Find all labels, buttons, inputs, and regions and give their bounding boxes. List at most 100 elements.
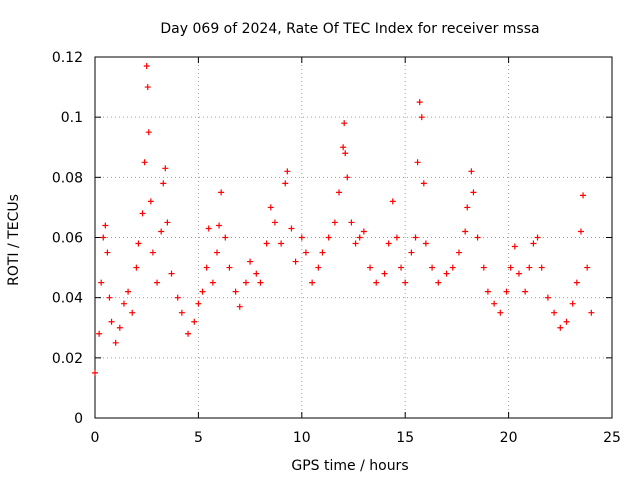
data-point	[214, 249, 221, 256]
data-point	[515, 270, 522, 277]
data-point	[267, 204, 274, 211]
data-point	[125, 288, 132, 295]
data-point	[288, 225, 295, 232]
data-point	[209, 279, 216, 286]
y-tick-label: 0.06	[52, 231, 83, 247]
data-point	[158, 228, 165, 235]
x-tick-label: 10	[293, 430, 311, 446]
data-point	[491, 300, 498, 307]
data-point	[271, 219, 278, 226]
data-point	[199, 288, 206, 295]
data-point	[108, 318, 115, 325]
tick-marks	[94, 56, 613, 419]
data-point	[373, 279, 380, 286]
data-point	[247, 258, 254, 265]
data-point	[216, 222, 223, 229]
data-point	[484, 288, 491, 295]
data-point	[588, 309, 595, 316]
data-point	[253, 270, 260, 277]
data-point	[420, 180, 427, 187]
data-point	[462, 228, 469, 235]
data-point	[133, 264, 140, 271]
data-point	[331, 219, 338, 226]
data-point	[147, 198, 154, 205]
data-point	[443, 270, 450, 277]
data-point	[584, 264, 591, 271]
data-point	[360, 228, 367, 235]
data-point	[352, 240, 359, 247]
data-point	[96, 330, 103, 337]
data-point	[416, 99, 423, 106]
data-point	[526, 264, 533, 271]
data-point	[164, 219, 171, 226]
data-point	[348, 219, 355, 226]
data-point	[408, 249, 415, 256]
data-point	[120, 300, 127, 307]
data-point	[464, 204, 471, 211]
y-tick-labels: 0 0.02 0.04 0.06 0.08 0.1 0.12	[52, 50, 83, 427]
data-point	[141, 159, 148, 166]
data-point	[507, 264, 514, 271]
data-point	[298, 234, 305, 241]
data-point	[522, 288, 529, 295]
data-point	[143, 63, 150, 70]
data-point	[116, 324, 123, 331]
y-tick-label: 0.1	[61, 110, 83, 126]
data-point	[577, 228, 584, 235]
data-point	[551, 309, 558, 316]
data-point	[534, 234, 541, 241]
data-point	[104, 249, 111, 256]
data-point	[455, 249, 462, 256]
y-tick-label: 0.08	[52, 170, 83, 186]
data-point	[573, 279, 580, 286]
data-point	[203, 264, 210, 271]
data-point	[185, 330, 192, 337]
data-point	[195, 300, 202, 307]
data-point	[511, 243, 518, 250]
grid-lines	[95, 57, 612, 418]
data-point	[342, 150, 349, 157]
data-point	[336, 189, 343, 196]
data-point	[435, 279, 442, 286]
data-point	[100, 234, 107, 241]
data-point	[218, 189, 225, 196]
data-point	[222, 234, 229, 241]
data-point	[393, 234, 400, 241]
x-tick-label: 15	[396, 430, 414, 446]
data-point	[129, 309, 136, 316]
x-tick-label: 0	[91, 430, 100, 446]
data-point	[538, 264, 545, 271]
data-point	[356, 234, 363, 241]
data-point	[302, 249, 309, 256]
data-point	[344, 174, 351, 181]
data-point	[145, 129, 152, 136]
data-point	[112, 339, 119, 346]
x-tick-labels: 0 5 10 15 20 25	[91, 430, 621, 446]
data-point	[154, 279, 161, 286]
data-point	[160, 180, 167, 187]
x-tick-label: 20	[500, 430, 518, 446]
data-point	[205, 225, 212, 232]
data-point	[168, 270, 175, 277]
data-point	[563, 318, 570, 325]
data-point	[144, 84, 151, 91]
data-point	[381, 270, 388, 277]
y-axis-label: ROTI / TECUs	[6, 194, 22, 286]
data-point	[544, 294, 551, 301]
data-point	[106, 294, 113, 301]
data-point	[191, 318, 198, 325]
data-point	[418, 114, 425, 121]
data-point	[98, 279, 105, 286]
y-tick-label: 0.04	[52, 291, 83, 307]
data-point	[569, 300, 576, 307]
data-point	[282, 180, 289, 187]
data-point	[429, 264, 436, 271]
data-point	[325, 234, 332, 241]
x-tick-label: 5	[194, 430, 203, 446]
data-point	[530, 240, 537, 247]
data-point	[422, 240, 429, 247]
data-point	[263, 240, 270, 247]
data-point	[92, 369, 98, 376]
data-point	[414, 159, 421, 166]
data-point	[398, 264, 405, 271]
